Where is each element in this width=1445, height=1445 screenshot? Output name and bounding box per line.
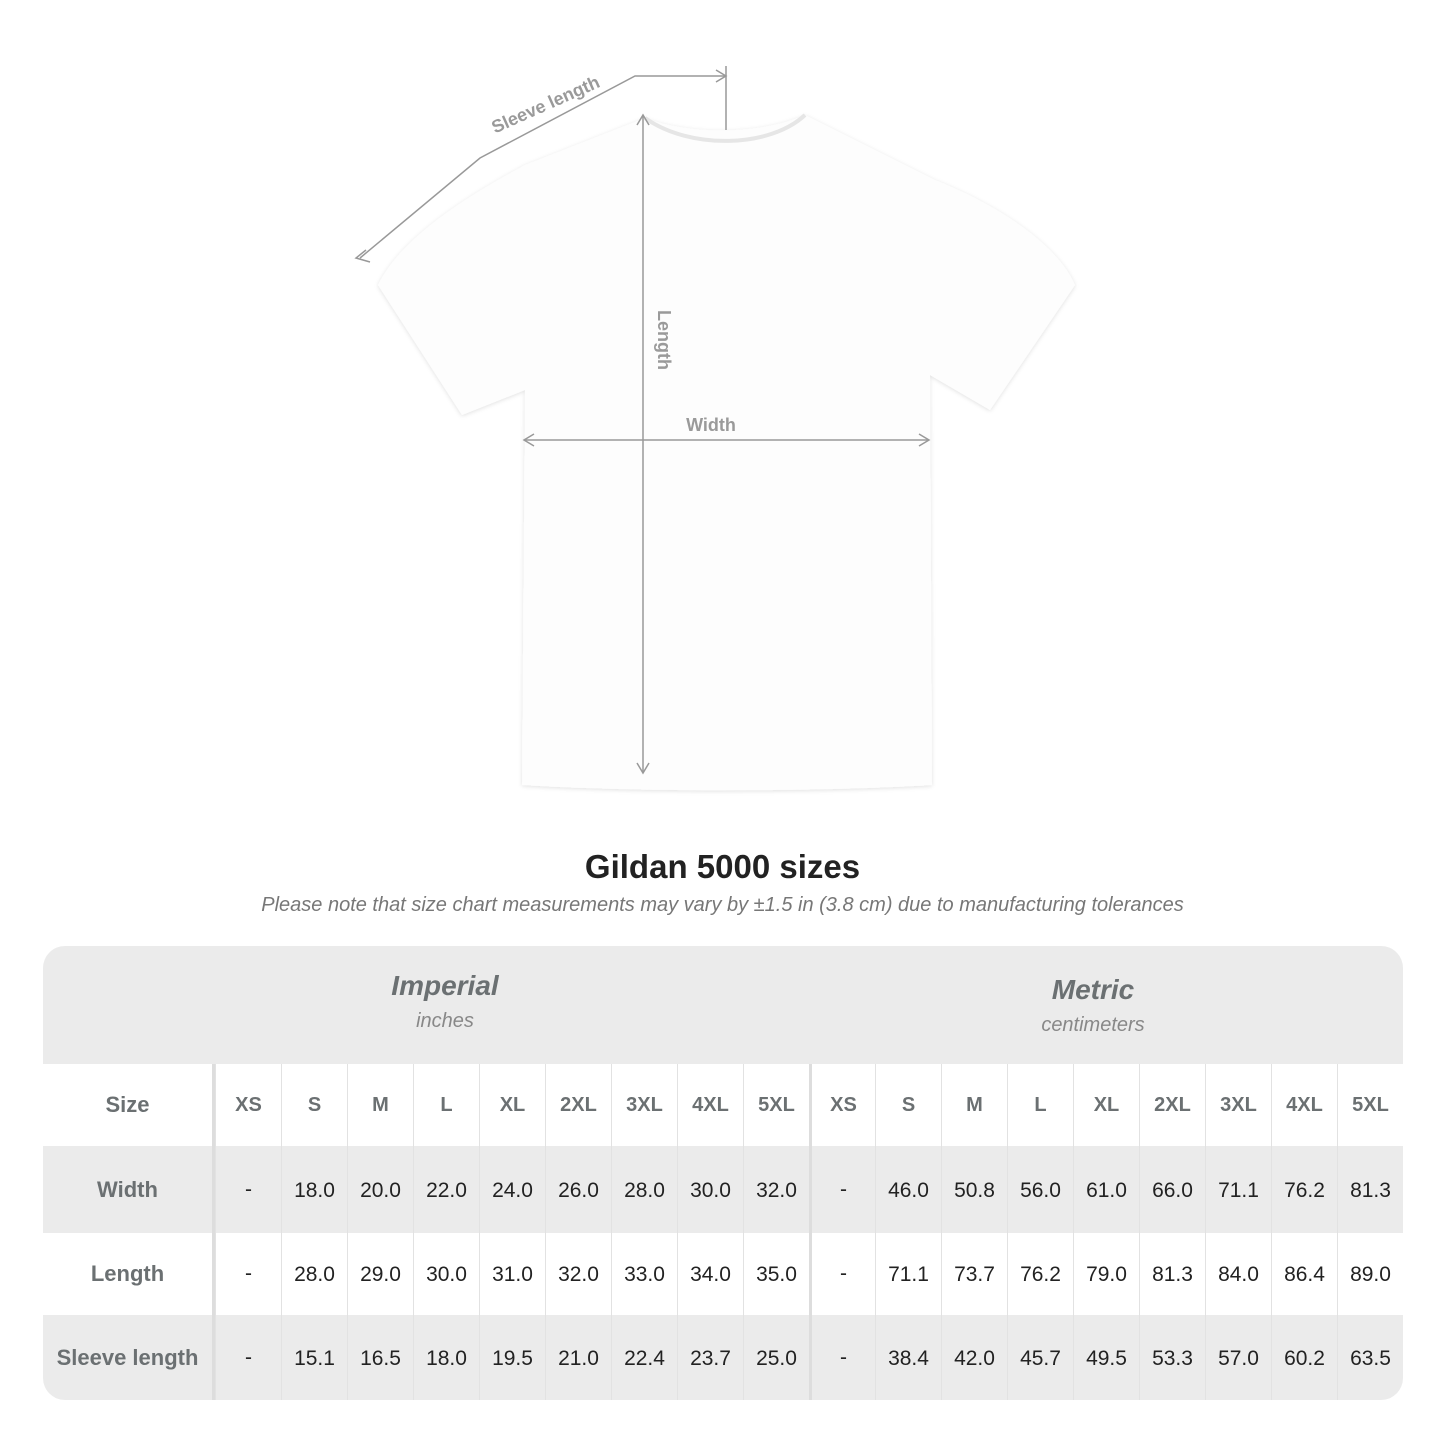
value-cell: -: [215, 1146, 281, 1233]
size-header-cell: XL: [479, 1064, 545, 1146]
value-cell: 60.2: [1271, 1315, 1337, 1400]
row-label: Width: [43, 1146, 215, 1233]
value-cell: 19.5: [479, 1315, 545, 1400]
value-cell: 71.1: [875, 1233, 941, 1315]
value-cell: 89.0: [1337, 1233, 1403, 1315]
value-cell: 71.1: [1205, 1146, 1271, 1233]
value-cell: 46.0: [875, 1146, 941, 1233]
value-cell: -: [809, 1233, 875, 1315]
value-cell: 25.0: [743, 1315, 809, 1400]
value-cell: -: [215, 1233, 281, 1315]
size-header-cell: 3XL: [1205, 1064, 1271, 1146]
length-label: Length: [654, 310, 674, 370]
tshirt-shape: [378, 115, 1075, 791]
value-cell: 33.0: [611, 1233, 677, 1315]
imperial-title: Imperial: [391, 970, 499, 1001]
size-header-row: Size XS S M L XL 2XL 3XL 4XL 5XL XS S M L XL 2XL 3XL 4XL 5…: [43, 1064, 1403, 1146]
row-label: Length: [43, 1233, 215, 1315]
value-cell: 38.4: [875, 1315, 941, 1400]
value-cell: 24.0: [479, 1146, 545, 1233]
row-label: Size: [43, 1064, 215, 1146]
value-cell: -: [809, 1146, 875, 1233]
page-title: Gildan 5000 sizes: [584, 848, 861, 885]
table-row: Length -28.0 29.0 30.0 31.0 32.0 33.0 34.0 35.0-…: [43, 1233, 1403, 1315]
tshirt-diagram: Sleeve length Length Width: [354, 66, 1075, 791]
value-cell: 18.0: [413, 1315, 479, 1400]
size-header-cell: L: [1007, 1064, 1073, 1146]
measurement-lines: [354, 66, 931, 775]
row-label: Sleeve length: [43, 1315, 215, 1400]
value-cell: 81.3: [1139, 1233, 1205, 1315]
unit-header: Imperial inches Metric centimeters: [43, 946, 1403, 1064]
value-cell: 32.0: [743, 1146, 809, 1233]
value-cell: 63.5: [1337, 1315, 1403, 1400]
value-cell: 15.1: [281, 1315, 347, 1400]
value-cell: 22.4: [611, 1315, 677, 1400]
size-header-cell: 2XL: [545, 1064, 611, 1146]
value-cell: 53.3: [1139, 1315, 1205, 1400]
value-cell: 61.0: [1073, 1146, 1139, 1233]
size-header-cell: 5XL: [743, 1064, 809, 1146]
value-cell: 79.0: [1073, 1233, 1139, 1315]
value-cell: 49.5: [1073, 1315, 1139, 1400]
sleeve-length-label: Sleeve length: [488, 72, 602, 137]
value-cell: 28.0: [611, 1146, 677, 1233]
size-header-cell: 2XL: [1139, 1064, 1205, 1146]
value-cell: 18.0: [281, 1146, 347, 1233]
value-cell: 84.0: [1205, 1233, 1271, 1315]
size-header-cell: L: [413, 1064, 479, 1146]
metric-title: Metric: [1051, 974, 1135, 1005]
size-header-cell: XL: [1073, 1064, 1139, 1146]
value-cell: 30.0: [413, 1233, 479, 1315]
size-header-cell: S: [875, 1064, 941, 1146]
value-cell: 66.0: [1139, 1146, 1205, 1233]
table-row: Width -18.0 20.0 22.0 24.0 26.0 28.0 30.0 32.0-4…: [43, 1146, 1403, 1233]
value-cell: 29.0: [347, 1233, 413, 1315]
value-cell: 73.7: [941, 1233, 1007, 1315]
value-cell: 56.0: [1007, 1146, 1073, 1233]
value-cell: 86.4: [1271, 1233, 1337, 1315]
size-header-cell: XS: [215, 1064, 281, 1146]
imperial-unit: inches: [416, 1010, 474, 1032]
tolerance-note: Please note that size chart measurements…: [261, 894, 1184, 916]
value-cell: 22.0: [413, 1146, 479, 1233]
value-cell: 50.8: [941, 1146, 1007, 1233]
value-cell: 35.0: [743, 1233, 809, 1315]
value-cell: 57.0: [1205, 1315, 1271, 1400]
value-cell: 23.7: [677, 1315, 743, 1400]
value-cell: 45.7: [1007, 1315, 1073, 1400]
width-label: Width: [686, 415, 736, 435]
size-header-cell: 4XL: [1271, 1064, 1337, 1146]
size-header-cell: S: [281, 1064, 347, 1146]
imperial-header: Imperial inches: [215, 970, 675, 1033]
size-header-cell: M: [347, 1064, 413, 1146]
value-cell: -: [809, 1315, 875, 1400]
size-header-cell: 5XL: [1337, 1064, 1403, 1146]
metric-unit: centimeters: [1041, 1014, 1145, 1036]
value-cell: 31.0: [479, 1233, 545, 1315]
metric-header: Metric centimeters: [863, 974, 1323, 1037]
value-cell: 76.2: [1271, 1146, 1337, 1233]
value-cell: 76.2: [1007, 1233, 1073, 1315]
value-cell: 16.5: [347, 1315, 413, 1400]
value-cell: 34.0: [677, 1233, 743, 1315]
value-cell: 30.0: [677, 1146, 743, 1233]
value-cell: 28.0: [281, 1233, 347, 1315]
size-table: Imperial inches Metric centimeters Size X…: [43, 946, 1403, 1400]
size-header-cell: 4XL: [677, 1064, 743, 1146]
size-header-cell: M: [941, 1064, 1007, 1146]
value-cell: 42.0: [941, 1315, 1007, 1400]
value-cell: 81.3: [1337, 1146, 1403, 1233]
value-cell: 20.0: [347, 1146, 413, 1233]
value-cell: 26.0: [545, 1146, 611, 1233]
value-cell: -: [215, 1315, 281, 1400]
size-header-cell: XS: [809, 1064, 875, 1146]
value-cell: 21.0: [545, 1315, 611, 1400]
table-row: Sleeve length -15.1 16.5 18.0 19.5 21.0 22.4 23…: [43, 1315, 1403, 1400]
value-cell: 32.0: [545, 1233, 611, 1315]
size-header-cell: 3XL: [611, 1064, 677, 1146]
